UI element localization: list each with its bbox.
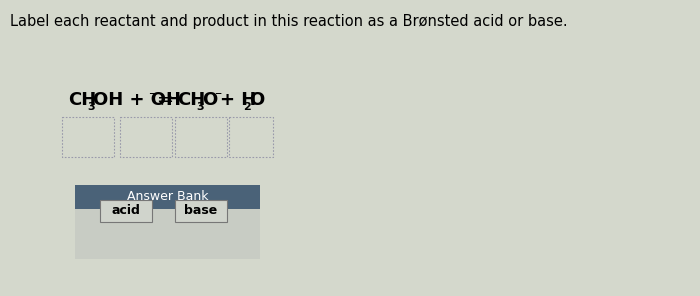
Text: CH: CH [177,91,205,109]
Text: 3: 3 [87,102,94,112]
Text: CH: CH [68,91,97,109]
Text: O: O [249,91,265,109]
Text: Answer Bank: Answer Bank [127,191,209,204]
Text: ⁻: ⁻ [148,89,155,103]
Text: 3: 3 [196,102,204,112]
FancyBboxPatch shape [75,209,260,259]
Text: O: O [202,91,217,109]
Text: acid: acid [111,205,141,218]
FancyBboxPatch shape [100,200,152,222]
FancyBboxPatch shape [175,200,227,222]
Text: Label each reactant and product in this reaction as a Brønsted acid or base.: Label each reactant and product in this … [10,14,568,29]
Text: OH + OH: OH + OH [93,91,181,109]
Text: 2: 2 [243,102,251,112]
Text: ⁻: ⁻ [214,89,221,103]
Text: base: base [184,205,218,218]
FancyBboxPatch shape [75,185,260,209]
Text: + H: + H [220,91,256,109]
Text: ⇌: ⇌ [157,91,172,109]
